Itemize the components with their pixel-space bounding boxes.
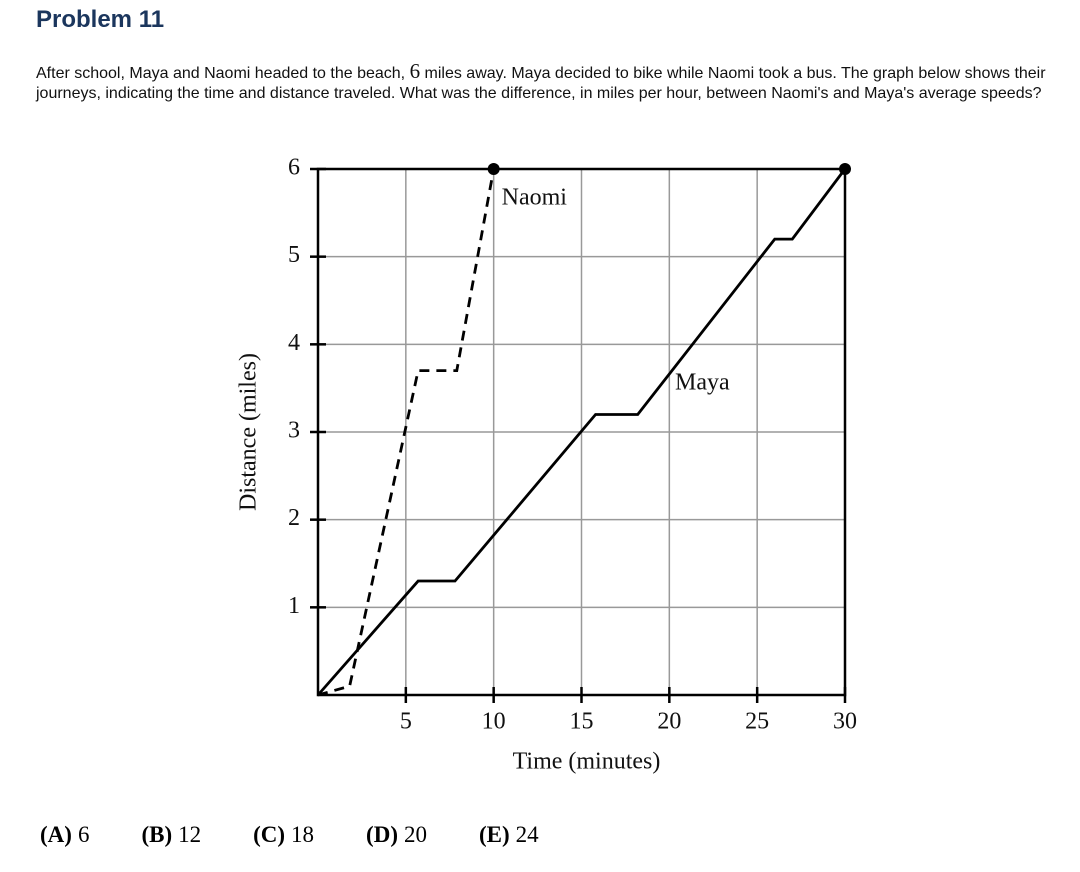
- choice-letter: (D): [366, 822, 398, 847]
- y-tick-label: 5: [288, 242, 300, 268]
- x-tick-label: 5: [400, 709, 412, 735]
- y-tick-label: 6: [288, 155, 300, 181]
- y-tick-label: 2: [288, 505, 300, 531]
- series-label: Naomi: [502, 185, 568, 211]
- choice: (D) 20: [366, 822, 427, 848]
- choice-text: 24: [515, 822, 539, 847]
- series-label: Maya: [675, 370, 730, 396]
- plot-frame: [316, 167, 847, 697]
- question: After school, Maya and Naomi headed to t…: [36, 59, 1066, 103]
- end-point: [487, 163, 500, 175]
- choice-letter: (B): [141, 822, 173, 847]
- choice-text: 6: [77, 822, 90, 847]
- title: Problem 11: [36, 6, 165, 33]
- x-tick-label: 25: [745, 709, 769, 735]
- question-text: miles away. Maya decided to bike while N…: [36, 65, 1046, 102]
- x-tick-label: 10: [482, 709, 506, 735]
- choice: (E) 24: [479, 822, 539, 848]
- x-axis-title: Time (minutes): [513, 749, 661, 775]
- choice: (B) 12: [141, 822, 201, 848]
- choice: (C) 18: [253, 822, 314, 848]
- choice-letter: (E): [478, 822, 510, 847]
- choice-text: 20: [403, 822, 427, 847]
- choice: (A) 6: [40, 822, 89, 848]
- choice-letter: (C): [253, 822, 286, 847]
- y-axis-title: Distance (miles): [236, 353, 262, 511]
- choice-text: 12: [178, 822, 202, 847]
- x-tick-label: 15: [570, 709, 594, 735]
- choices: (A) 6 (B) 12 (C) 18 (D) 20 (E) 24: [40, 822, 539, 848]
- x-tick-label: 20: [657, 709, 681, 735]
- choice-letter: (A): [40, 822, 72, 847]
- question-number: 6: [409, 59, 421, 83]
- y-tick-label: 1: [288, 593, 300, 619]
- x-tick-label: 30: [833, 709, 857, 735]
- choice-text: 18: [291, 822, 315, 847]
- y-tick-label: 4: [288, 330, 300, 356]
- y-tick-label: 3: [288, 418, 300, 444]
- end-point: [839, 163, 851, 175]
- question-text: After school, Maya and Naomi headed to t…: [36, 65, 410, 82]
- series-line: [316, 168, 847, 696]
- series-line: [317, 168, 496, 697]
